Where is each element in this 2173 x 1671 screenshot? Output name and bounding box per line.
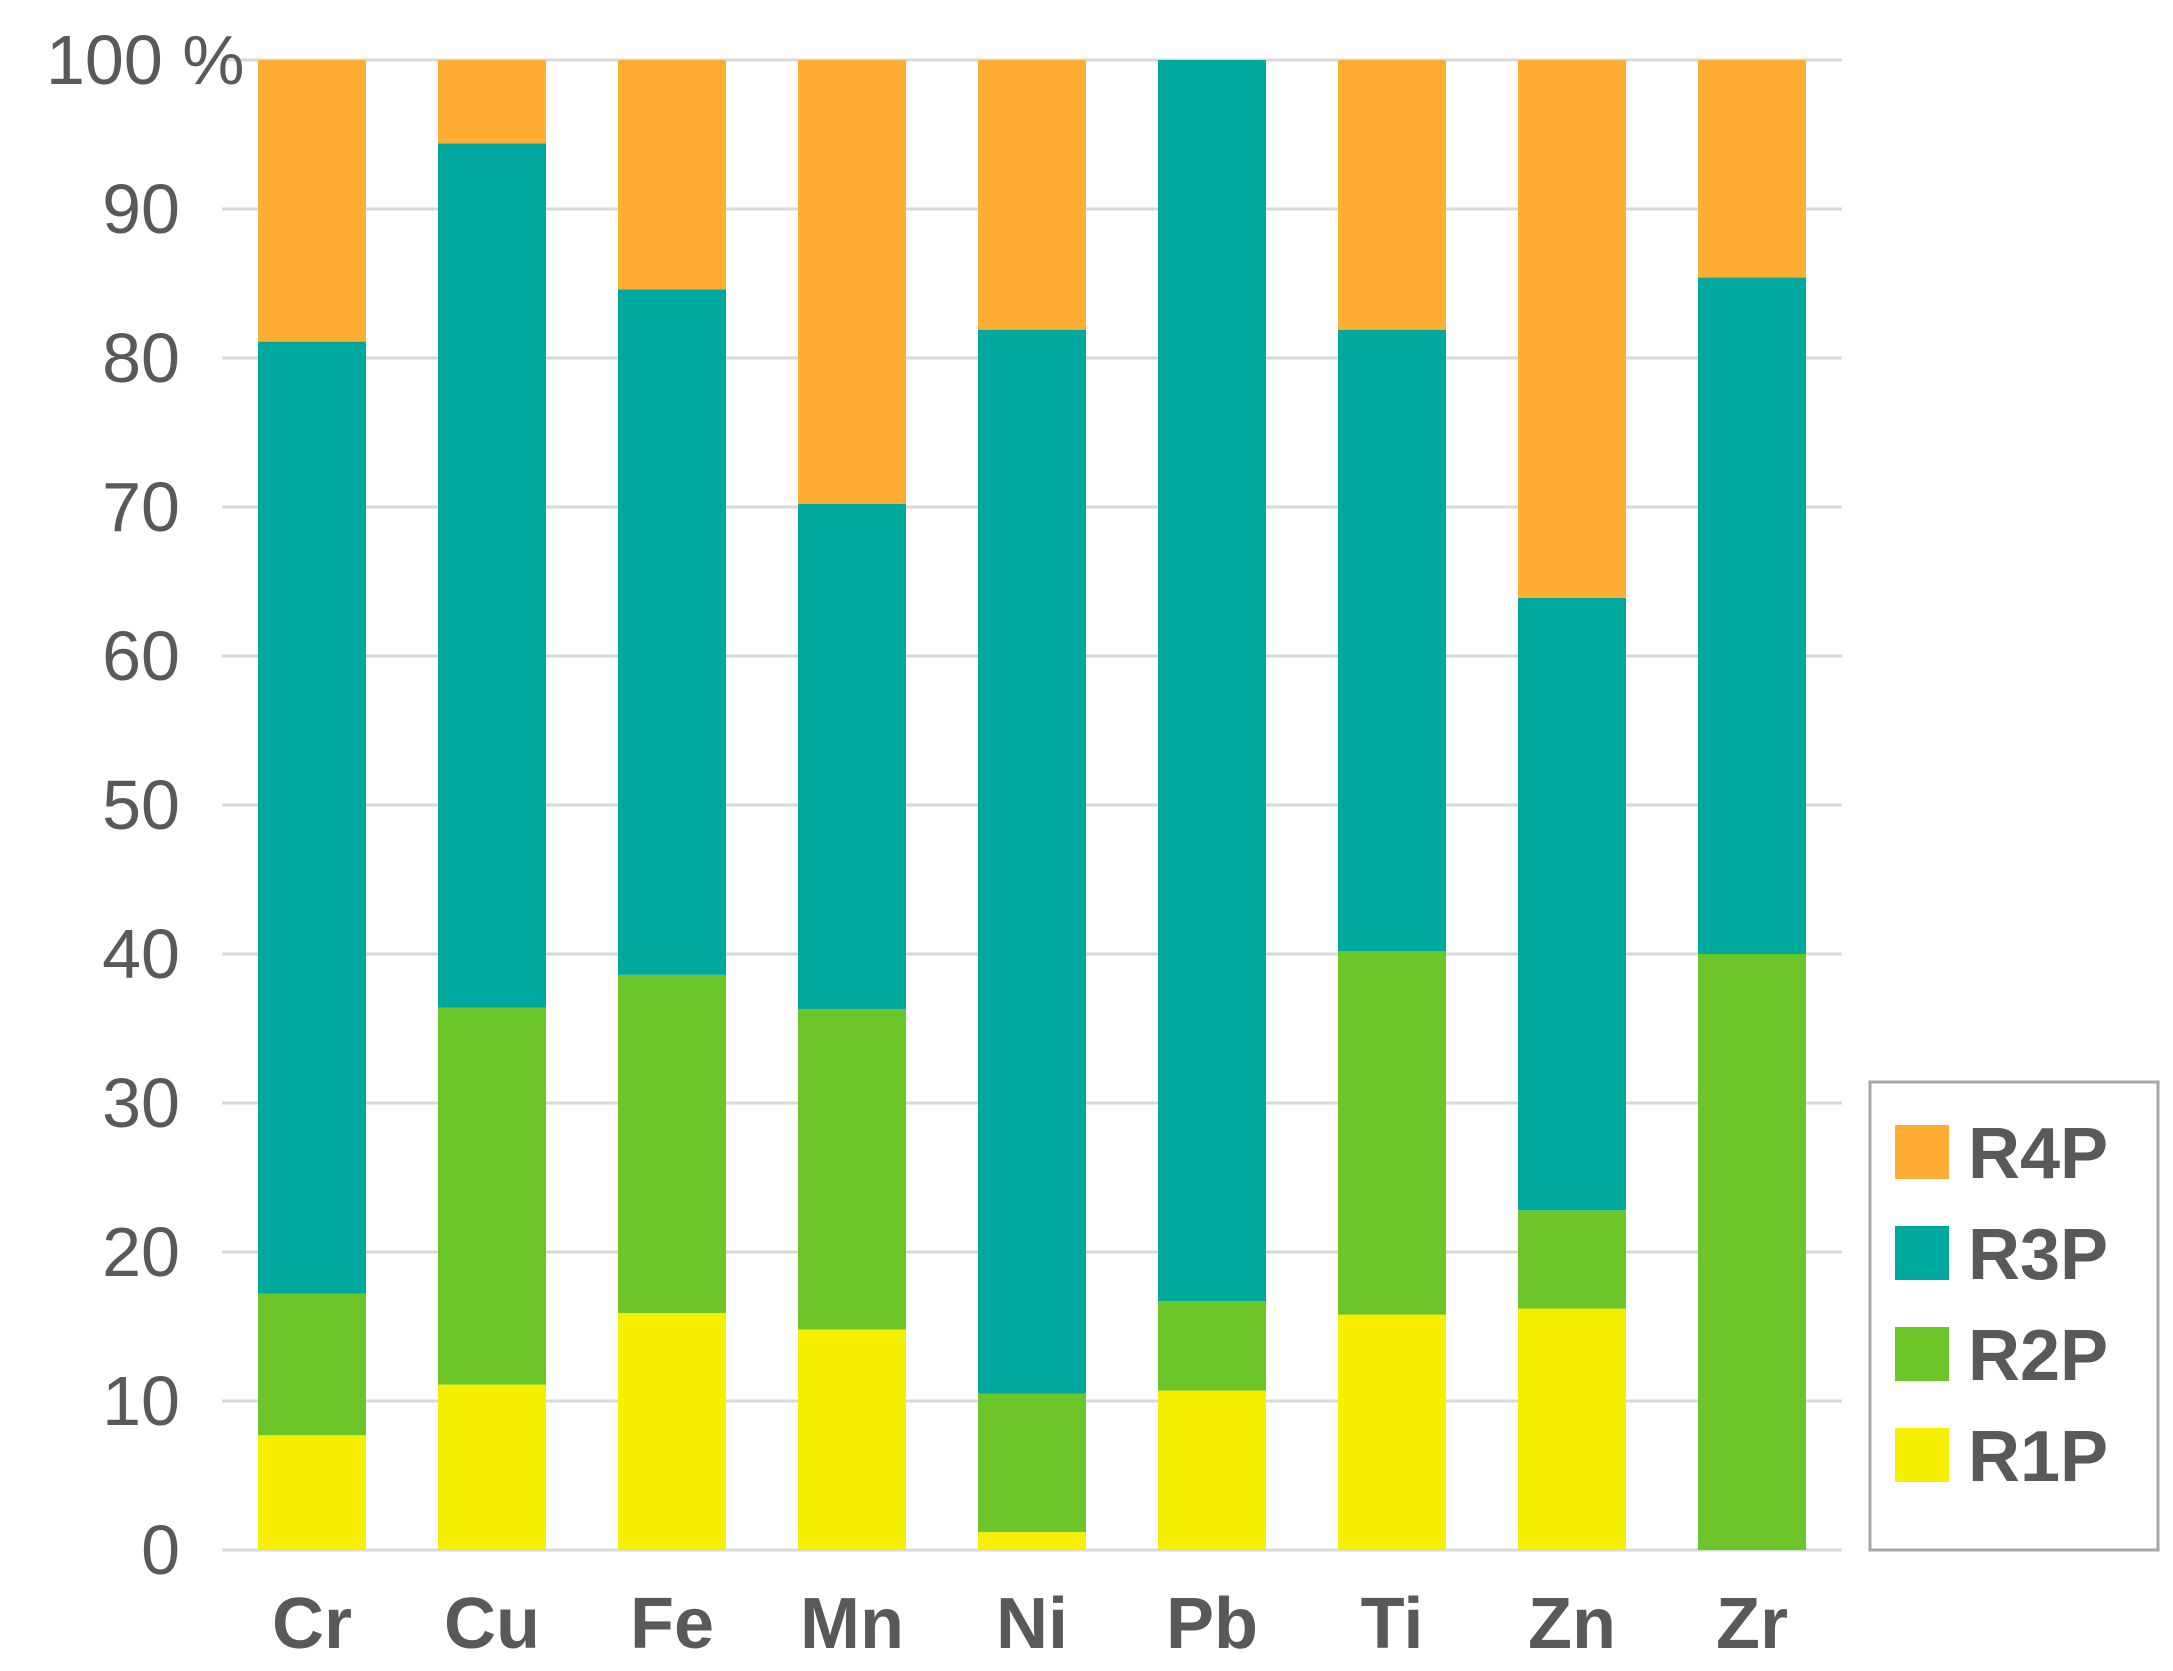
x-axis-ticks: Cr Cu Fe Mn Ni Pb Ti Zn Zr xyxy=(272,1584,1788,1664)
legend-label-r3p: R3P xyxy=(1968,1215,2108,1295)
y-tick-label: 40 xyxy=(102,915,180,993)
y-tick-label: 80 xyxy=(102,319,180,397)
bar-zn-r4p xyxy=(1518,60,1626,598)
y-tick-label: 90 xyxy=(102,170,180,248)
bar-zr-r2p xyxy=(1698,954,1806,1550)
legend-swatch-r4p xyxy=(1895,1125,1949,1179)
legend-swatch-r1p xyxy=(1895,1428,1949,1482)
bar-ti-r1p xyxy=(1338,1314,1446,1550)
bar-cr-r4p xyxy=(258,60,366,342)
bar-zr-r4p xyxy=(1698,60,1806,278)
y-tick-label: 60 xyxy=(102,617,180,695)
bar-pb-r1p xyxy=(1158,1390,1266,1550)
x-tick-label: Fe xyxy=(630,1584,714,1664)
legend-label-r4p: R4P xyxy=(1968,1114,2108,1194)
bar-cu-r4p xyxy=(438,60,546,144)
x-tick-label: Zn xyxy=(1528,1584,1616,1664)
x-tick-label: Ti xyxy=(1361,1584,1424,1664)
y-tick-label: 100 % xyxy=(46,21,244,99)
x-tick-label: Mn xyxy=(800,1584,904,1664)
bar-ti-r4p xyxy=(1338,60,1446,330)
bar-ni-r3p xyxy=(978,329,1086,1394)
bar-fe-r1p xyxy=(618,1313,726,1550)
bar-cu-r3p xyxy=(438,143,546,1008)
bar-cu-r2p xyxy=(438,1007,546,1385)
legend-swatch-r2p xyxy=(1895,1327,1949,1381)
bar-mn-r4p xyxy=(798,60,906,505)
bar-zn-r1p xyxy=(1518,1308,1626,1550)
y-tick-label: 10 xyxy=(102,1362,180,1440)
bar-zn-r3p xyxy=(1518,597,1626,1211)
bar-ti-r3p xyxy=(1338,329,1446,952)
bar-cr-r1p xyxy=(258,1435,366,1550)
x-tick-label: Cr xyxy=(272,1584,352,1664)
bar-cu-r1p xyxy=(438,1384,546,1550)
bar-zr-r3p xyxy=(1698,277,1806,954)
y-tick-label: 50 xyxy=(102,766,180,844)
bar-mn-r3p xyxy=(798,504,906,1010)
bar-fe-r2p xyxy=(618,974,726,1314)
bar-pb-r3p xyxy=(1158,60,1266,1302)
y-tick-label: 70 xyxy=(102,468,180,546)
bar-ni-r4p xyxy=(978,60,1086,330)
bar-cr-r2p xyxy=(258,1293,366,1436)
legend-swatch-r3p xyxy=(1895,1226,1949,1280)
y-tick-label: 30 xyxy=(102,1064,180,1142)
legend: R4P R3P R2P R1P xyxy=(1868,1080,2160,1552)
y-tick-label: 0 xyxy=(141,1511,180,1589)
bar-ni-r1p xyxy=(978,1532,1086,1550)
legend-label-r1p: R1P xyxy=(1968,1417,2108,1497)
bar-ti-r2p xyxy=(1338,951,1446,1315)
legend-label-r2p: R2P xyxy=(1968,1316,2108,1396)
y-tick-label: 20 xyxy=(102,1213,180,1291)
bar-fe-r3p xyxy=(618,289,726,975)
bar-ni-r2p xyxy=(978,1393,1086,1533)
bar-mn-r2p xyxy=(798,1009,906,1330)
bar-mn-r1p xyxy=(798,1329,906,1550)
x-tick-label: Cu xyxy=(444,1584,540,1664)
bar-zn-r2p xyxy=(1518,1210,1626,1309)
x-tick-label: Zr xyxy=(1716,1584,1788,1664)
bar-pb-r2p xyxy=(1158,1301,1266,1391)
x-tick-label: Pb xyxy=(1166,1584,1258,1664)
bar-cr-r3p xyxy=(258,341,366,1294)
x-tick-label: Ni xyxy=(996,1584,1068,1664)
bar-fe-r4p xyxy=(618,60,726,290)
bars xyxy=(258,60,1806,1550)
y-axis-ticks: 0 10 20 30 40 50 60 70 80 90 100 % xyxy=(46,21,244,1589)
